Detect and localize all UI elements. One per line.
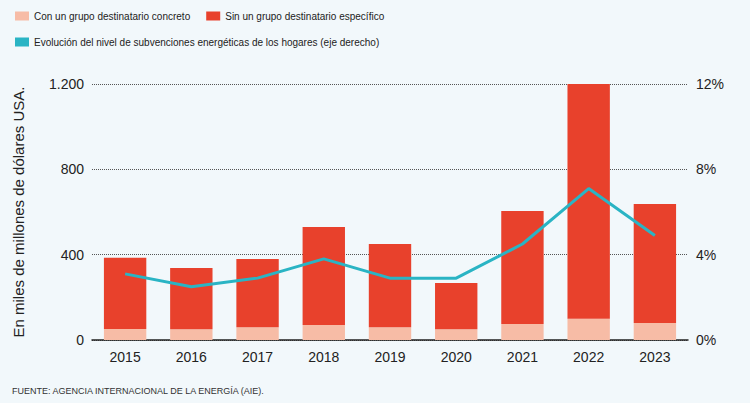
svg-text:12%: 12% [696, 76, 724, 92]
svg-text:2017: 2017 [242, 349, 273, 365]
svg-text:400: 400 [61, 247, 85, 263]
svg-text:2023: 2023 [639, 349, 670, 365]
svg-text:FUENTE: AGENCIA INTERNACIONAL: FUENTE: AGENCIA INTERNACIONAL DE LA ENER… [12, 386, 264, 396]
svg-text:En miles de millones de dólare: En miles de millones de dólares USA. [10, 87, 27, 338]
svg-text:4%: 4% [696, 247, 716, 263]
svg-text:2021: 2021 [507, 349, 538, 365]
svg-text:2016: 2016 [176, 349, 207, 365]
svg-text:2020: 2020 [441, 349, 472, 365]
svg-text:0: 0 [76, 332, 84, 348]
svg-text:Sin un grupo destinatario espe: Sin un grupo destinatario específico [225, 11, 384, 22]
svg-text:0%: 0% [696, 332, 716, 348]
svg-text:2022: 2022 [573, 349, 604, 365]
svg-text:2019: 2019 [374, 349, 405, 365]
svg-text:Evolución del nivel de subvenc: Evolución del nivel de subvenciones ener… [34, 37, 379, 48]
svg-text:8%: 8% [696, 161, 716, 177]
svg-text:2015: 2015 [110, 349, 141, 365]
svg-text:800: 800 [61, 161, 85, 177]
svg-text:Con un grupo destinatario conc: Con un grupo destinatario concreto [34, 11, 191, 22]
svg-text:2018: 2018 [308, 349, 339, 365]
svg-text:1.200: 1.200 [49, 76, 84, 92]
